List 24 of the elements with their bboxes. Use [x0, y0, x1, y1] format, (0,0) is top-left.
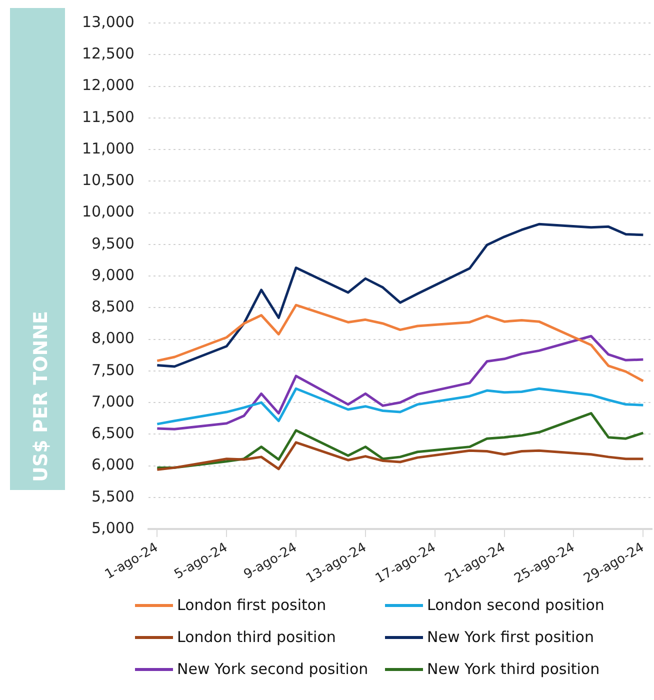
y-tick-label: 9,000 [92, 266, 134, 284]
y-tick-label: 10,500 [82, 171, 134, 190]
y-tick-label: 5,500 [92, 487, 134, 506]
y-tick-label: 8,500 [92, 298, 134, 316]
legend-label: New York first position [427, 628, 594, 646]
legend-label: New York second position [177, 660, 368, 678]
y-tick-label: 12,500 [82, 44, 134, 63]
y-tick-label: 6,000 [92, 456, 134, 474]
legend-label: London second position [427, 596, 604, 614]
y-tick-label: 11,000 [82, 139, 134, 158]
legend-label: New York third position [427, 660, 600, 678]
y-tick-label: 13,000 [82, 12, 134, 31]
legend-label: London first positon [177, 596, 326, 614]
y-tick-label: 5,000 [92, 518, 134, 537]
legend-label: London third position [177, 628, 336, 646]
y-tick-label: 8,000 [92, 329, 134, 348]
y-axis-title: US$ PER TONNE [30, 311, 52, 482]
y-tick-label: 10,000 [82, 202, 134, 221]
y-tick-label: 9,500 [92, 234, 134, 252]
y-tick-label: 12,000 [82, 76, 134, 94]
y-tick-label: 7,500 [92, 360, 134, 379]
y-tick-label: 11,500 [82, 108, 134, 126]
y-tick-label: 6,500 [92, 424, 134, 442]
y-tick-label: 7,000 [92, 392, 134, 410]
